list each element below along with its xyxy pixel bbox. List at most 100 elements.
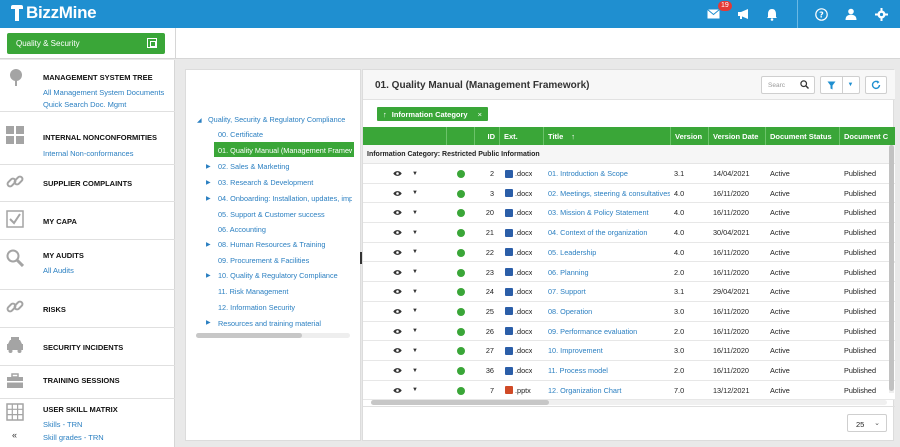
sidebar-link-skills-trn[interactable]: Skills - TRN bbox=[43, 420, 83, 429]
table-row[interactable]: ▼ 27 .docx 10. Improvement 3.0 16/11/2020 Acti… bbox=[363, 341, 895, 361]
tree-node-sales-marketing[interactable]: 02. Sales & Marketing bbox=[218, 162, 290, 171]
table-vertical-scrollbar-thumb[interactable] bbox=[889, 145, 894, 391]
tree-expand-arrow-icon[interactable]: ▶ bbox=[206, 320, 211, 326]
table-vertical-scrollbar[interactable] bbox=[889, 145, 894, 393]
tree-node-information-security[interactable]: 12. Information Security bbox=[218, 303, 296, 312]
view-eye-icon[interactable] bbox=[393, 203, 402, 222]
column-header-version-date[interactable]: Version Date bbox=[709, 127, 766, 145]
tree-node-resources[interactable]: Resources and training material bbox=[218, 319, 322, 328]
tree-node-procurement[interactable]: 09. Procurement & Facilities bbox=[218, 256, 310, 265]
row-title-link[interactable]: 07. Support bbox=[548, 287, 586, 297]
tree-node-onboarding[interactable]: 04. Onboarding: Installation, updates, i… bbox=[218, 194, 352, 203]
table-row[interactable]: ▼ 23 .docx 06. Planning 2.0 16/11/2020 Active P… bbox=[363, 262, 895, 283]
tree-node-risk-management[interactable]: 11. Risk Management bbox=[218, 287, 289, 296]
group-by-chip[interactable]: ↑ Information Category × bbox=[377, 107, 488, 121]
row-title-link[interactable]: 06. Planning bbox=[548, 267, 589, 277]
table-row[interactable]: ▼ 26 .docx 09. Performance evaluation 2.0 16/… bbox=[363, 321, 895, 342]
tree-node-support[interactable]: 05. Support & Customer success bbox=[218, 210, 325, 219]
column-header-document-status[interactable]: Document Status bbox=[766, 127, 840, 145]
tree-node-research-development[interactable]: 03. Research & Development bbox=[218, 178, 314, 187]
view-eye-icon[interactable] bbox=[393, 243, 402, 262]
tree-expand-arrow-icon[interactable]: ▶ bbox=[206, 196, 211, 202]
table-row[interactable]: ▼ 21 .docx 04. Context of the organization 4… bbox=[363, 223, 895, 243]
table-horizontal-scrollbar-thumb[interactable] bbox=[371, 400, 549, 405]
row-actions-caret-icon[interactable]: ▼ bbox=[412, 347, 418, 354]
sidebar-item-training-sessions[interactable]: TRAINING SESSIONS bbox=[0, 366, 175, 399]
view-eye-icon[interactable] bbox=[393, 184, 402, 203]
column-header-title[interactable]: Title ↑ bbox=[544, 127, 671, 145]
row-actions-caret-icon[interactable]: ▼ bbox=[412, 367, 418, 374]
sidebar-item-user-skill-matrix[interactable]: USER SKILL MATRIX Skills - TRN Skill gra… bbox=[0, 399, 175, 447]
row-actions-caret-icon[interactable]: ▼ bbox=[412, 387, 418, 394]
page-size-select[interactable]: 25 ⌄ bbox=[847, 414, 887, 432]
row-title-link[interactable]: 10. Improvement bbox=[548, 346, 603, 356]
filter-dropdown-caret-icon[interactable]: ▼ bbox=[847, 82, 854, 88]
sidebar-item-management-system-tree[interactable]: MANAGEMENT SYSTEM TREE All Management Sy… bbox=[0, 60, 175, 112]
tree-expand-arrow-icon[interactable]: ▶ bbox=[206, 242, 211, 248]
remove-group-icon[interactable]: × bbox=[477, 109, 482, 119]
row-actions-caret-icon[interactable]: ▼ bbox=[412, 209, 418, 216]
row-actions-caret-icon[interactable]: ▼ bbox=[412, 249, 418, 256]
table-row[interactable]: ▼ 20 .docx 03. Mission & Policy Statement 4.… bbox=[363, 203, 895, 224]
tree-expand-arrow-icon[interactable]: ▶ bbox=[206, 164, 211, 170]
view-eye-icon[interactable] bbox=[393, 302, 402, 321]
table-row[interactable]: ▼ 3 .docx 02. Meetings, steering & consulta… bbox=[363, 183, 895, 204]
view-eye-icon[interactable] bbox=[393, 322, 402, 341]
row-title-link[interactable]: 08. Operation bbox=[548, 306, 593, 316]
table-row[interactable]: ▼ 36 .docx 11. Process model 2.0 16/11/2020 Ac… bbox=[363, 361, 895, 381]
sidebar-item-risks[interactable]: RISKS bbox=[0, 290, 175, 328]
sidebar-link-quick-search[interactable]: Quick Search Doc. Mgmt bbox=[43, 100, 127, 109]
mail-icon[interactable] bbox=[703, 0, 723, 28]
row-actions-caret-icon[interactable]: ▼ bbox=[412, 229, 418, 236]
sidebar-link-all-management-system-documents[interactable]: All Management System Documents bbox=[43, 88, 165, 97]
filter-button[interactable]: ▼ bbox=[820, 76, 860, 94]
column-header-ext[interactable]: Ext. bbox=[500, 127, 544, 145]
sidebar-link-internal-non-conformances[interactable]: Internal Non-conformances bbox=[43, 149, 134, 158]
view-eye-icon[interactable] bbox=[393, 381, 402, 400]
row-title-link[interactable]: 02. Meetings, steering & consultatives bbox=[548, 188, 670, 198]
table-row[interactable]: ▼ 25 .docx 08. Operation 3.0 16/11/2020 Active… bbox=[363, 301, 895, 322]
sidebar-item-my-audits[interactable]: MY AUDITS All Audits bbox=[0, 240, 175, 290]
tree-collapse-arrow-icon[interactable]: ◢ bbox=[197, 118, 202, 124]
row-title-link[interactable]: 09. Performance evaluation bbox=[548, 326, 638, 336]
table-row[interactable]: ▼ 7 .pptx 12. Organization Chart 7.0 13/12/20… bbox=[363, 380, 895, 401]
table-row[interactable]: ▼ 24 .docx 07. Support 3.1 29/04/2021 Active Pu… bbox=[363, 282, 895, 302]
bell-icon[interactable] bbox=[763, 0, 781, 28]
sidebar-item-security-incidents[interactable]: SECURITY INCIDENTS bbox=[0, 328, 175, 366]
bizzmine-logo[interactable]: BizzMine bbox=[10, 3, 97, 23]
row-actions-caret-icon[interactable]: ▼ bbox=[412, 308, 418, 315]
refresh-button[interactable] bbox=[865, 76, 887, 94]
sidebar-link-all-audits[interactable]: All Audits bbox=[43, 266, 74, 275]
tree-scrollbar-thumb[interactable] bbox=[196, 333, 302, 338]
sidebar-item-my-capa[interactable]: MY CAPA bbox=[0, 202, 175, 240]
view-eye-icon[interactable] bbox=[393, 282, 402, 301]
sidebar-link-skill-grades-trn[interactable]: Skill grades - TRN bbox=[43, 433, 104, 442]
view-eye-icon[interactable] bbox=[393, 223, 402, 242]
tree-expand-arrow-icon[interactable]: ▶ bbox=[206, 180, 211, 186]
tree-root-node[interactable]: Quality, Security & Regulatory Complianc… bbox=[208, 115, 346, 124]
row-actions-caret-icon[interactable]: ▼ bbox=[412, 269, 418, 275]
tree-node-accounting[interactable]: 06. Accounting bbox=[218, 225, 266, 234]
search-input[interactable]: Searc bbox=[761, 76, 815, 94]
user-icon[interactable] bbox=[842, 0, 860, 28]
tree-node-quality-regulatory[interactable]: 10. Quality & Regulatory Compliance bbox=[218, 271, 338, 280]
sidebar-item-internal-nonconformities[interactable]: INTERNAL NONCONFORMITIES Internal Non-co… bbox=[0, 112, 175, 165]
view-eye-icon[interactable] bbox=[393, 164, 402, 183]
sidebar-collapse-button[interactable]: « bbox=[12, 430, 18, 440]
view-eye-icon[interactable] bbox=[393, 361, 402, 380]
tree-expand-arrow-icon[interactable]: ▶ bbox=[206, 273, 211, 279]
view-eye-icon[interactable] bbox=[393, 263, 402, 282]
column-header-version[interactable]: Version bbox=[671, 127, 709, 145]
row-title-link[interactable]: 01. Introduction & Scope bbox=[548, 169, 628, 178]
search-icon[interactable] bbox=[800, 80, 809, 91]
table-row[interactable]: ▼ 22 .docx 05. Leadership 4.0 16/11/2020 Activ… bbox=[363, 242, 895, 263]
row-title-link[interactable]: 04. Context of the organization bbox=[548, 228, 648, 238]
tree-horizontal-scrollbar[interactable] bbox=[196, 333, 350, 338]
table-row[interactable]: ▼ 2 .docx 01. Introduction & Scope 3.1 14/04/… bbox=[363, 164, 895, 184]
view-eye-icon[interactable] bbox=[393, 341, 402, 360]
row-title-link[interactable]: 03. Mission & Policy Statement bbox=[548, 208, 649, 218]
column-header-id[interactable]: ID bbox=[475, 127, 500, 145]
row-title-link[interactable]: 05. Leadership bbox=[548, 247, 597, 257]
module-selector[interactable]: Quality & Security bbox=[7, 33, 165, 54]
row-actions-caret-icon[interactable]: ▼ bbox=[412, 190, 418, 197]
